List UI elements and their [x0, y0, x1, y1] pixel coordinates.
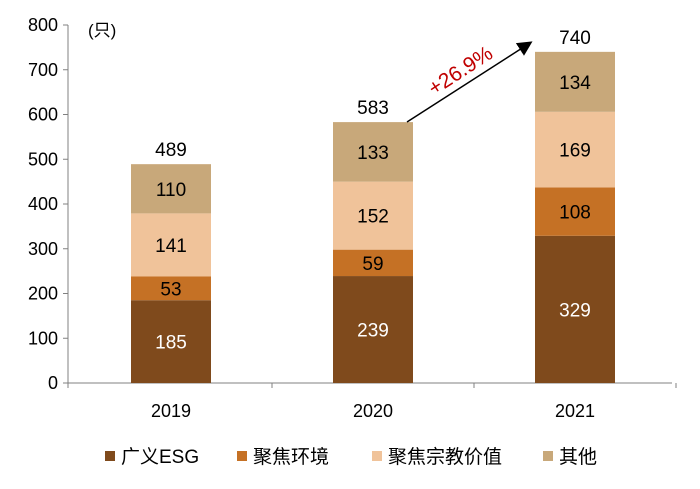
y-tick-label: 400 [28, 194, 58, 214]
x-tick-label: 2019 [151, 401, 191, 421]
bar-segment [535, 187, 615, 236]
y-tick-label: 700 [28, 60, 58, 80]
data-label: 152 [357, 207, 389, 228]
bar-segment [333, 122, 413, 182]
data-label: 59 [362, 254, 383, 275]
bar-segment [131, 300, 211, 383]
bar-segment [535, 111, 615, 188]
bar-segment [333, 276, 413, 383]
y-tick-label: 800 [28, 15, 58, 35]
growth-arrow [406, 41, 533, 123]
data-label: 239 [357, 321, 389, 342]
y-tick-label: 600 [28, 105, 58, 125]
legend-swatch [105, 451, 115, 461]
legend-label: 聚焦环境 [253, 446, 329, 468]
total-label: 740 [559, 28, 591, 49]
data-label: 141 [155, 236, 187, 257]
legend-swatch [372, 451, 382, 461]
total-label: 583 [357, 98, 389, 119]
legend-swatch [237, 451, 247, 461]
legend-label: 聚焦宗教价值 [388, 446, 502, 468]
data-label: 185 [155, 333, 187, 354]
legend-label: 其他 [559, 446, 597, 468]
bar-segment [535, 235, 615, 383]
x-tick-label: 2020 [353, 401, 393, 421]
y-tick-label: 300 [28, 239, 58, 259]
unit-label: (只) [88, 21, 116, 40]
y-tick-label: 100 [28, 328, 58, 348]
data-label: 108 [559, 203, 591, 224]
data-label: 110 [156, 180, 186, 201]
x-tick-label: 2021 [555, 401, 595, 421]
bar-segment [131, 276, 211, 301]
y-tick-label: 200 [28, 284, 58, 304]
data-label: 329 [559, 300, 591, 321]
bar-segment [333, 181, 413, 250]
data-label: 53 [160, 279, 181, 300]
legend-label: 广义ESG [121, 446, 199, 468]
y-tick-label: 0 [48, 373, 58, 393]
bar-segment [131, 164, 211, 214]
bar-segment [535, 51, 615, 112]
bar-segment [333, 249, 413, 277]
data-label: 134 [559, 73, 591, 94]
total-label: 489 [155, 140, 187, 161]
bar-segment [131, 213, 211, 277]
y-tick-label: 500 [28, 149, 58, 169]
data-label: 133 [357, 143, 389, 164]
legend-swatch [543, 451, 553, 461]
data-label: 169 [559, 141, 591, 162]
